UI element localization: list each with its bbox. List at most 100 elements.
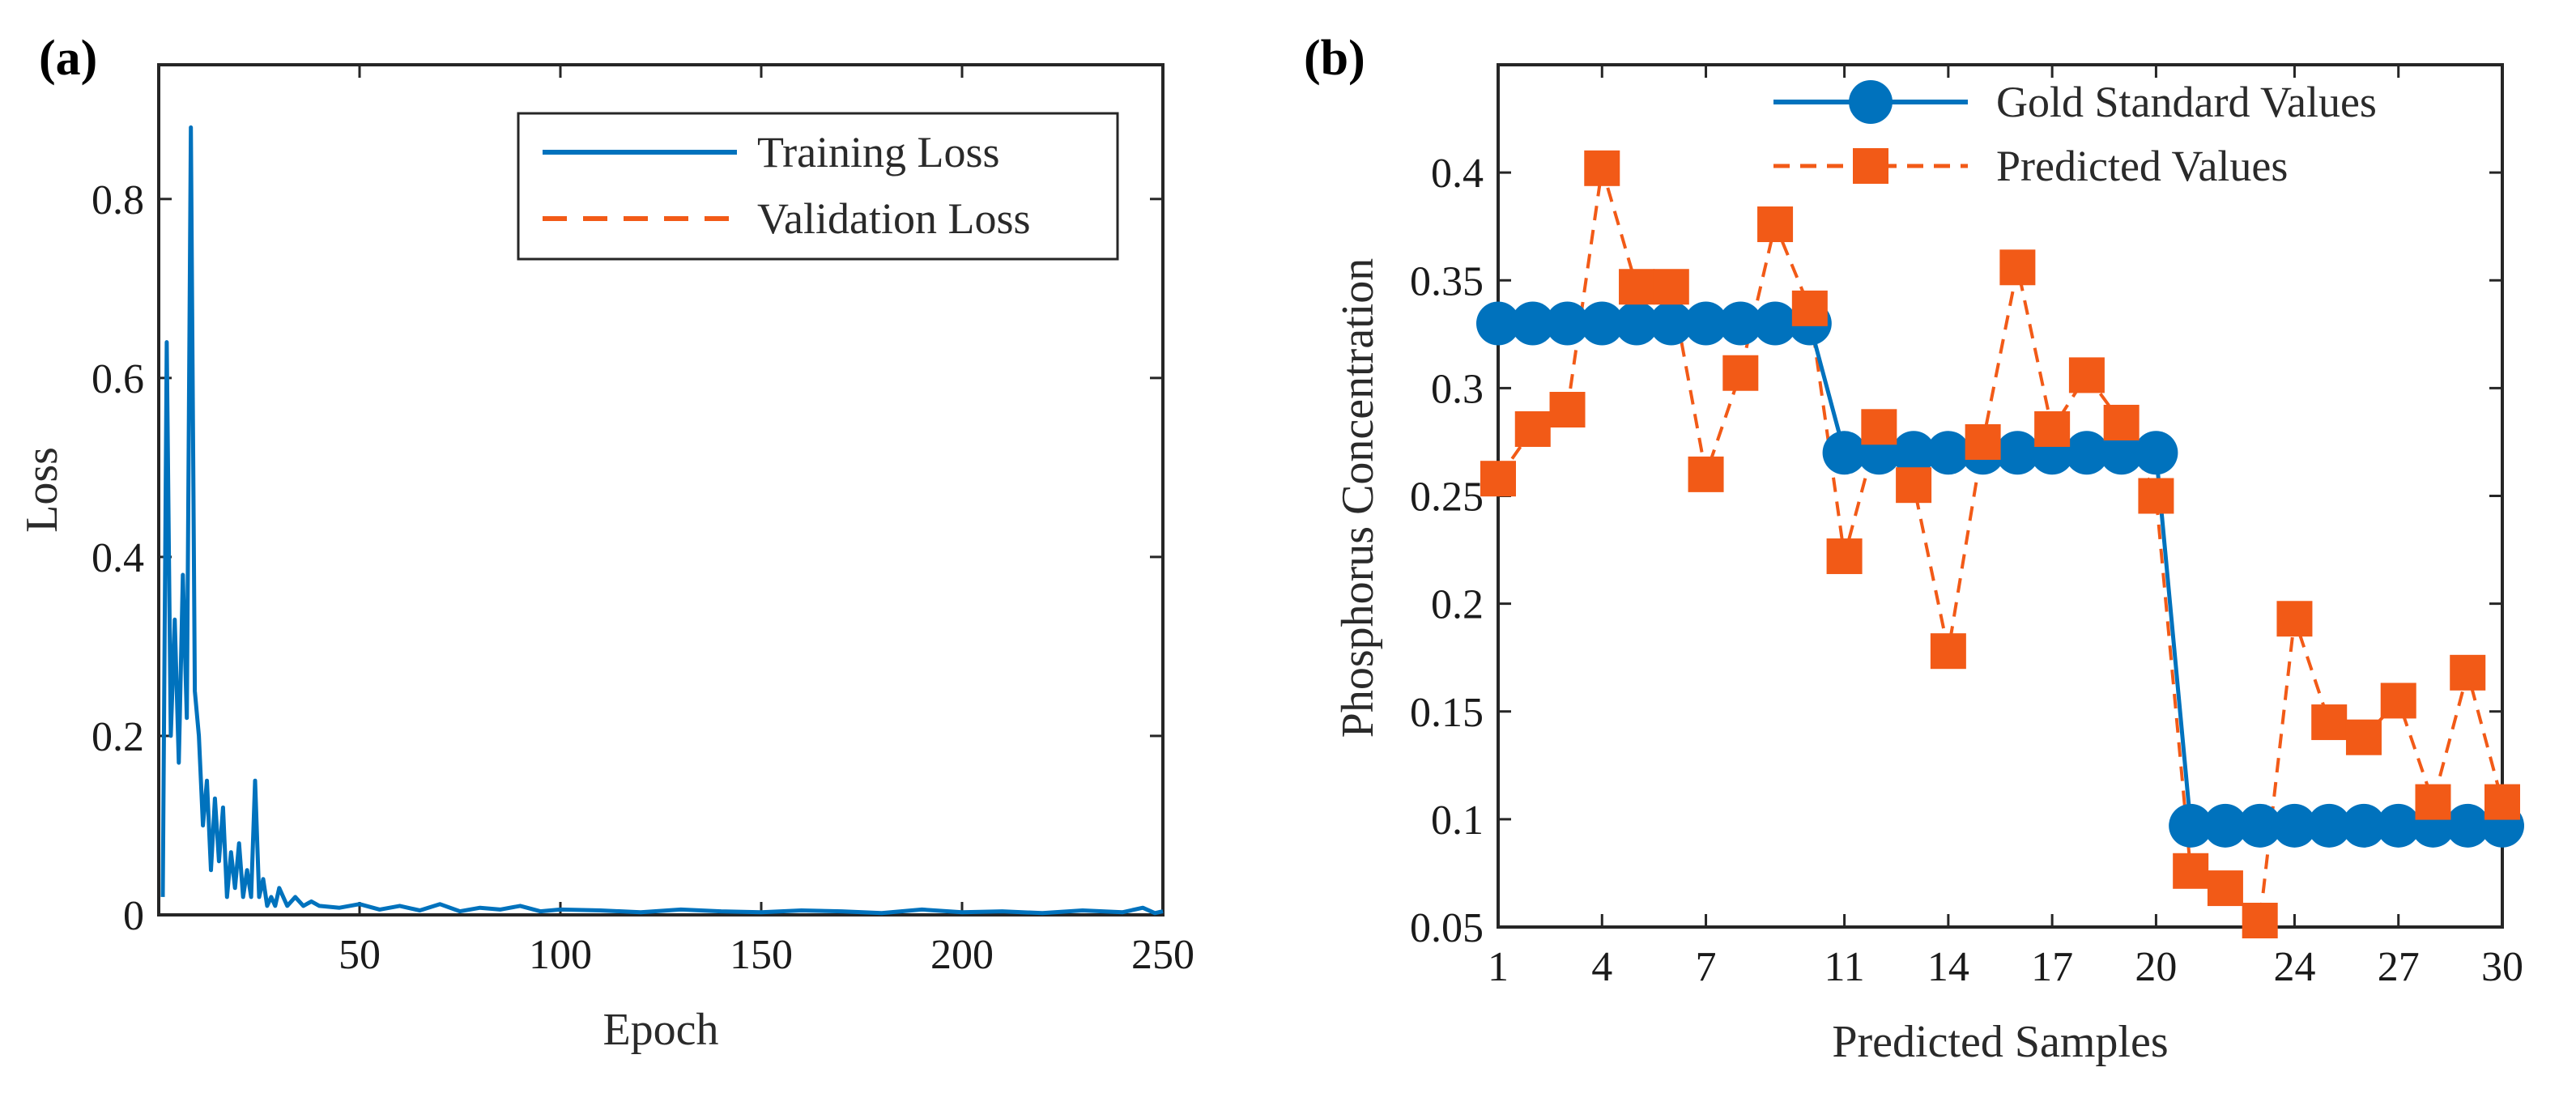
legend-label-predicted: Predicted Values bbox=[1996, 142, 2288, 190]
x-tick-label: 100 bbox=[529, 932, 592, 978]
predicted-value-point bbox=[2380, 683, 2416, 719]
gold-standard-point bbox=[2307, 803, 2352, 848]
x-tick-label: 4 bbox=[1591, 944, 1612, 990]
gold-standard-point bbox=[1580, 301, 1624, 346]
y-tick-label: 0.2 bbox=[92, 714, 144, 760]
gold-standard-point bbox=[1718, 301, 1763, 346]
panel-label-b: (b) bbox=[1304, 31, 1365, 86]
gold-standard-point bbox=[1476, 301, 1520, 346]
y-tick-label: 0.15 bbox=[1410, 690, 1484, 736]
predicted-value-point bbox=[1791, 290, 1828, 326]
x-tick-label: 27 bbox=[2378, 944, 2420, 990]
predicted-value-point bbox=[1722, 355, 1759, 391]
gold-standard-point bbox=[2169, 803, 2213, 848]
legend-box-a bbox=[517, 112, 1119, 261]
x-axis-title-a: Epoch bbox=[602, 1005, 718, 1055]
gold-standard-point bbox=[1822, 431, 1867, 475]
predicted-value-point bbox=[1480, 461, 1516, 497]
series-line-training-loss bbox=[160, 125, 1164, 916]
predicted-value-point bbox=[2311, 704, 2348, 741]
predicted-value-point bbox=[2068, 357, 2105, 393]
legend-a: Training Loss Validation Loss bbox=[517, 112, 1119, 261]
predicted-value-point bbox=[1584, 150, 1620, 186]
predicted-value-point bbox=[2345, 719, 2382, 755]
gold-standard-point bbox=[1753, 301, 1798, 346]
predicted-value-point bbox=[2207, 870, 2243, 907]
gold-standard-point bbox=[1926, 431, 1970, 475]
predicted-value-point bbox=[2034, 410, 2071, 447]
gold-standard-point bbox=[1684, 301, 1728, 346]
gold-standard-point bbox=[1510, 301, 1555, 346]
predicted-value-point bbox=[2138, 478, 2174, 514]
gold-standard-point bbox=[2064, 431, 2109, 475]
x-tick-label: 20 bbox=[2135, 944, 2177, 990]
predicted-value-point bbox=[2173, 853, 2209, 889]
predicted-value-point bbox=[2276, 601, 2313, 637]
y-tick-label: 0.1 bbox=[1431, 797, 1484, 844]
x-tick-label: 11 bbox=[1824, 944, 1865, 990]
x-tick-label: 7 bbox=[1696, 944, 1717, 990]
predicted-value-point bbox=[2103, 404, 2140, 440]
phosphorus-chart: (b) 1 4 7 11 14 17 20 24 27 300.050.10.150.20.250… bbox=[1304, 31, 2524, 1067]
x-tick-label: 50 bbox=[338, 932, 381, 978]
gold-standard-point bbox=[1649, 301, 1693, 346]
predicted-value-point bbox=[1514, 410, 1551, 447]
y-tick-label: 0 bbox=[123, 893, 144, 939]
plot-area-b bbox=[1497, 63, 2504, 929]
x-tick-label: 250 bbox=[1131, 932, 1194, 978]
gold-standard-point bbox=[1892, 431, 1936, 475]
x-axis-title-b: Predicted Samples bbox=[1832, 1017, 2168, 1067]
y-tick-label: 0.35 bbox=[1410, 258, 1484, 304]
gold-standard-point bbox=[2376, 803, 2421, 848]
y-tick-label: 0.05 bbox=[1410, 905, 1484, 951]
legend-label-gold-standard: Gold Standard Values bbox=[1996, 78, 2377, 126]
predicted-value-point bbox=[2242, 903, 2278, 939]
predicted-value-point bbox=[1549, 392, 1586, 427]
y-axis-title-a: Loss bbox=[17, 447, 67, 533]
x-tick-label: 150 bbox=[730, 932, 793, 978]
x-tick-label: 200 bbox=[930, 932, 994, 978]
y-tick-label: 0.6 bbox=[92, 356, 144, 402]
predicted-value-point bbox=[1757, 206, 1794, 243]
legend-label-validation-loss: Validation Loss bbox=[757, 194, 1030, 243]
gold-standard-point bbox=[1545, 301, 1590, 346]
legend-marker-predicted bbox=[1853, 148, 1888, 184]
predicted-value-point bbox=[1930, 633, 1966, 670]
predicted-value-point bbox=[1619, 269, 1655, 305]
y-tick-label: 0.4 bbox=[92, 535, 144, 581]
predicted-value-point bbox=[1861, 409, 1897, 445]
predicted-value-point bbox=[1653, 269, 1689, 305]
predicted-value-point bbox=[2450, 654, 2486, 691]
x-tick-label: 24 bbox=[2273, 944, 2315, 990]
predicted-value-point bbox=[1999, 249, 2036, 286]
loss-chart: (a) 50 100 150 200 250 0 0.2 0.4 0.6 0.8 Epoch Lo… bbox=[17, 31, 1194, 1055]
x-tick-label: 1 bbox=[1488, 944, 1509, 990]
gold-standard-point bbox=[2446, 803, 2490, 848]
gold-standard-point bbox=[2341, 803, 2386, 848]
gold-standard-point bbox=[1995, 431, 2040, 475]
y-tick-label: 0.3 bbox=[1431, 366, 1484, 412]
predicted-value-point bbox=[1688, 456, 1724, 492]
predicted-value-point bbox=[1826, 538, 1863, 575]
gold-standard-point bbox=[2134, 431, 2178, 475]
x-tick-label: 30 bbox=[2481, 944, 2523, 990]
predicted-value-point bbox=[1965, 423, 2001, 460]
x-tick-label: 17 bbox=[2031, 944, 2073, 990]
x-tick-label: 14 bbox=[1927, 944, 1969, 990]
gold-standard-point bbox=[2099, 431, 2144, 475]
gold-standard-point bbox=[2203, 803, 2247, 848]
legend-label-training-loss: Training Loss bbox=[757, 128, 1000, 176]
gold-standard-point bbox=[1615, 301, 1659, 346]
legend-b: Gold Standard Values Predicted Values bbox=[1773, 78, 2377, 190]
legend-marker-gold-standard bbox=[1849, 80, 1893, 124]
y-tick-label: 0.2 bbox=[1431, 582, 1484, 628]
y-axis-title-b: Phosphorus Concentration bbox=[1333, 258, 1383, 738]
panel-label-a: (a) bbox=[39, 31, 97, 86]
gold-standard-point bbox=[2238, 803, 2282, 848]
y-tick-label: 0.8 bbox=[92, 177, 144, 223]
predicted-value-point bbox=[2484, 784, 2520, 820]
gold-standard-point bbox=[2272, 803, 2317, 848]
y-tick-label: 0.25 bbox=[1410, 474, 1484, 521]
y-tick-label: 0.4 bbox=[1431, 151, 1484, 197]
